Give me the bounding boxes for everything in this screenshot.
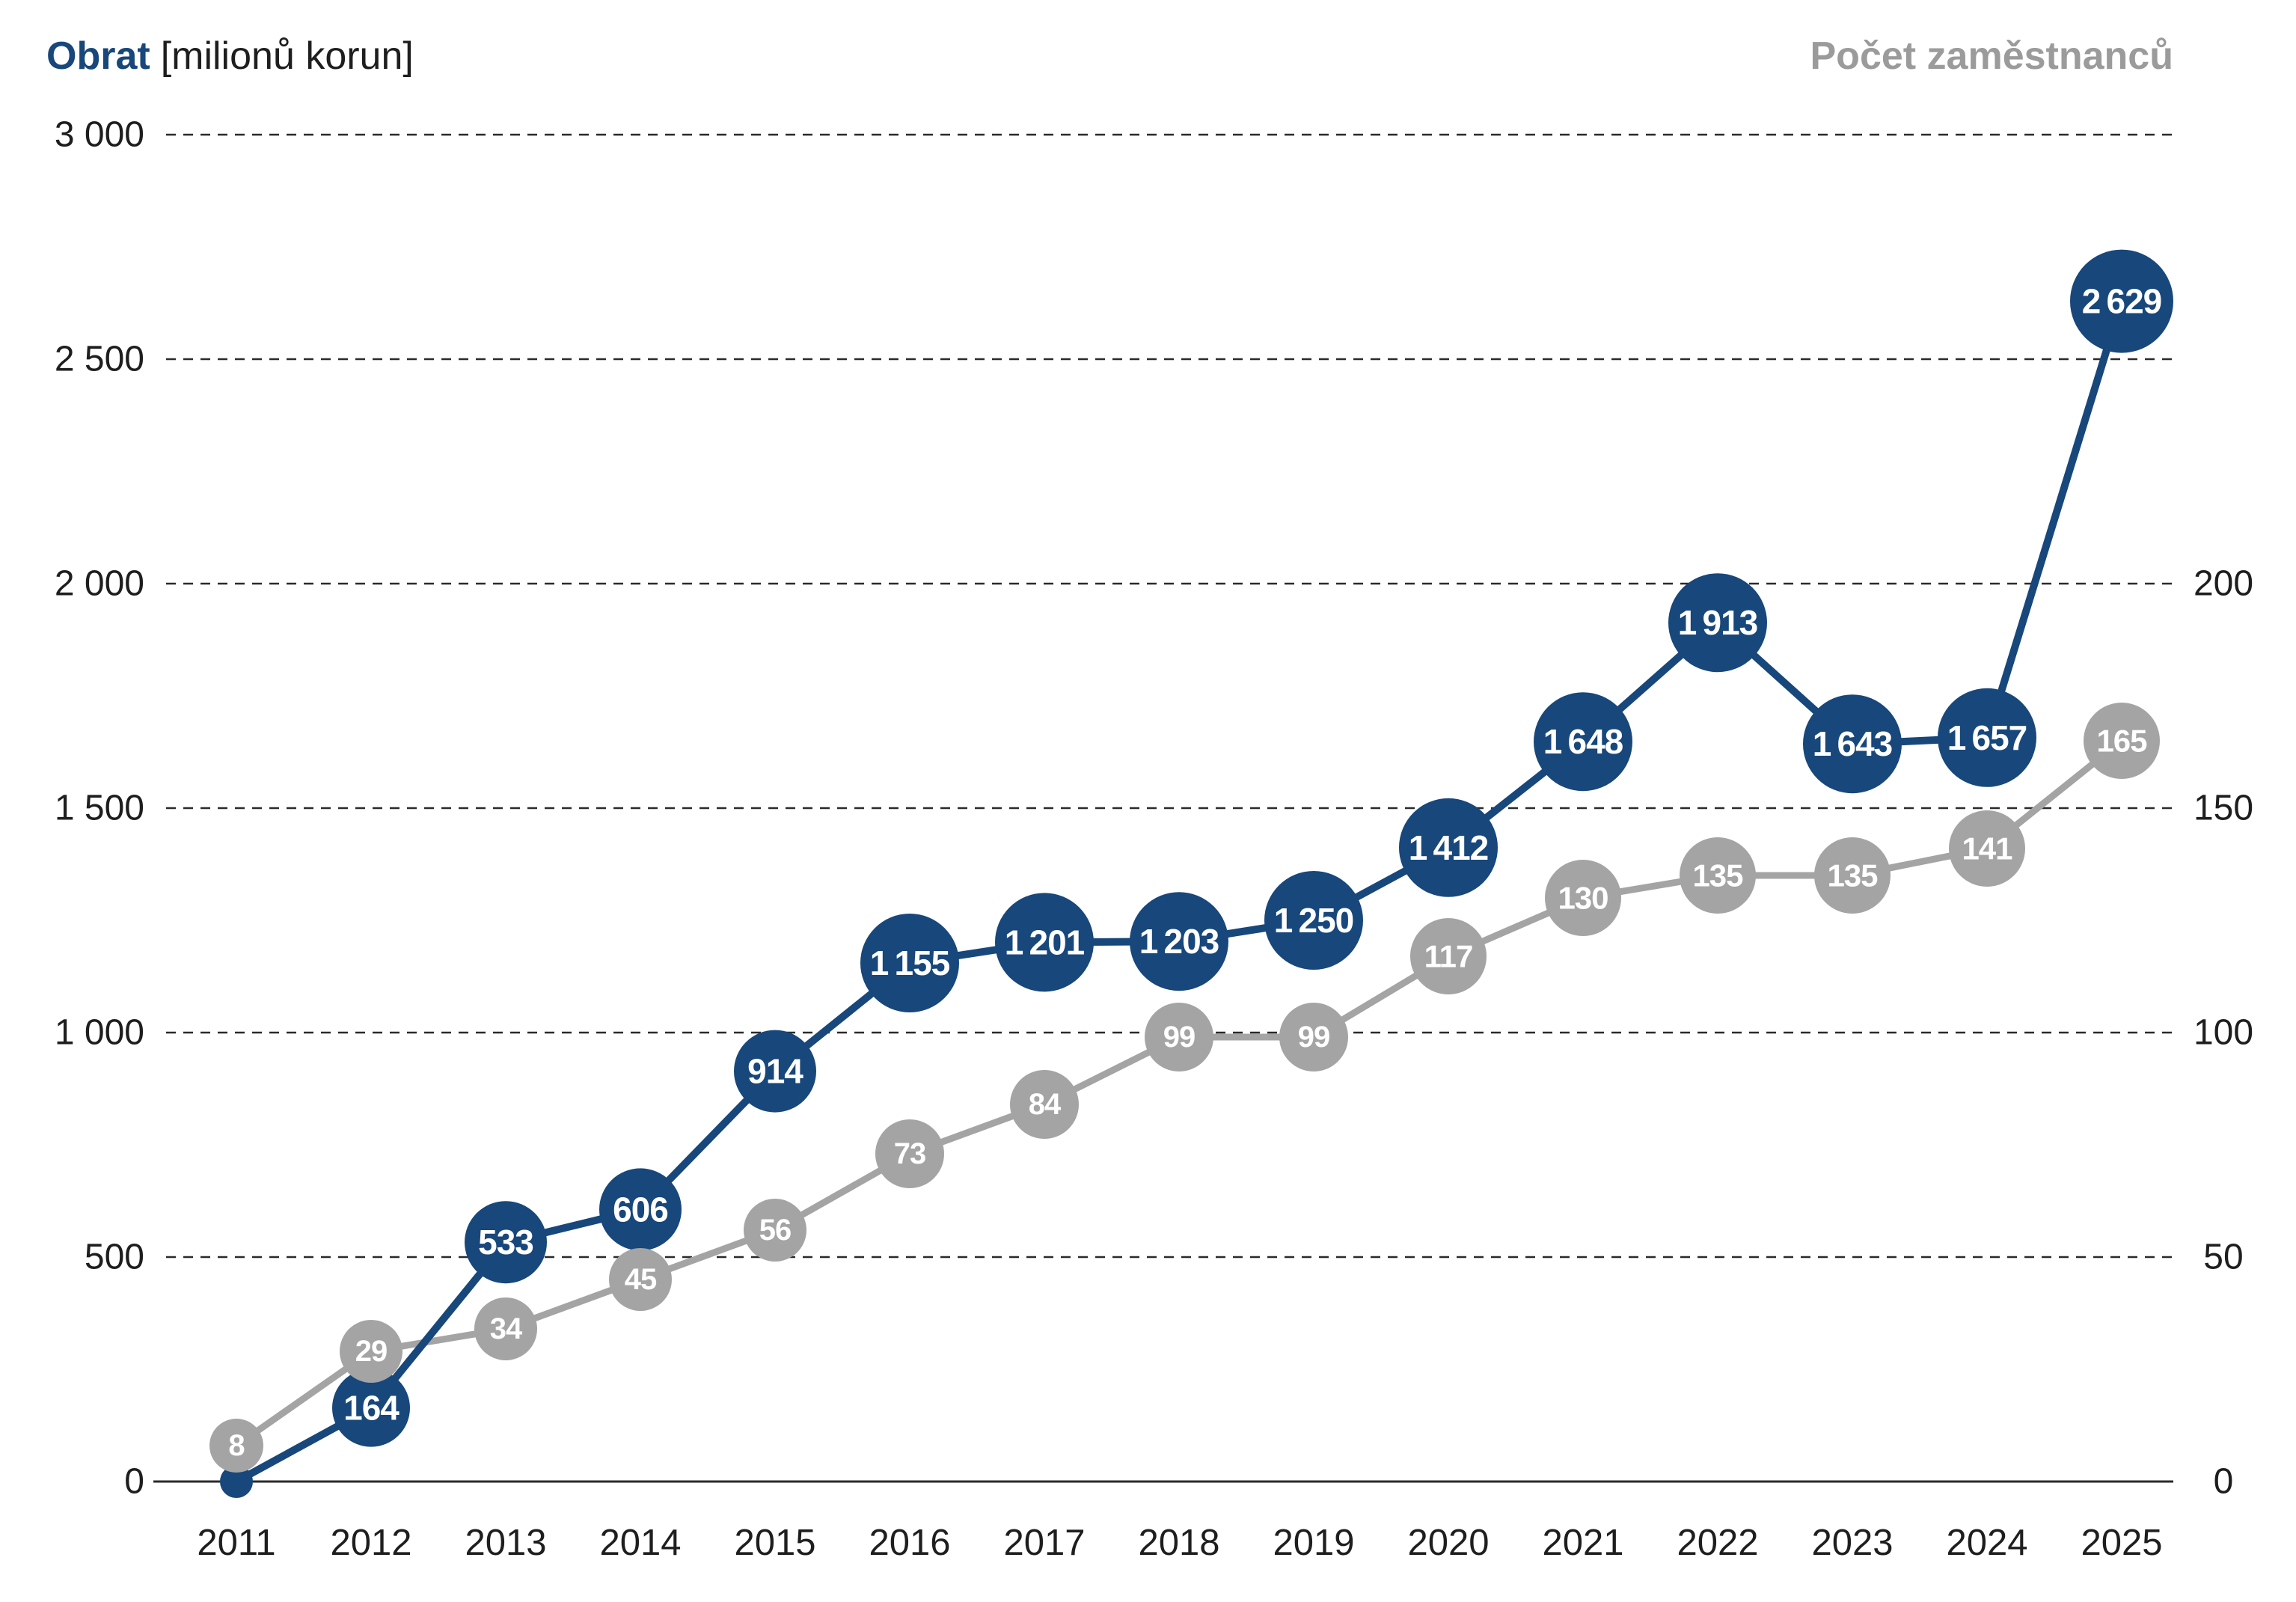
zamestnanci-value-label: 141 — [1962, 831, 2012, 866]
obrat-point-2014 — [599, 1168, 682, 1251]
obrat-point-2016 — [860, 914, 959, 1012]
obrat-value-label: 164 — [343, 1389, 399, 1428]
x-axis-year-label: 2018 — [1138, 1523, 1219, 1563]
obrat-point-2020 — [1399, 798, 1498, 897]
zamestnanci-point-2016 — [875, 1119, 944, 1188]
zamestnanci-point-2019 — [1279, 1003, 1348, 1071]
x-axis-year-label: 2023 — [1811, 1523, 1893, 1563]
x-axis-year-label: 2019 — [1273, 1523, 1354, 1563]
left-axis-title-unit: [milionů korun] — [161, 34, 414, 78]
obrat-value-label: 606 — [613, 1190, 668, 1229]
x-axis-year-label: 2015 — [734, 1523, 815, 1563]
obrat-value-label: 1 913 — [1678, 603, 1758, 642]
obrat-value-label: 1 203 — [1139, 922, 1219, 961]
obrat-value-label: 1 155 — [870, 944, 950, 982]
right-axis-title: Počet zaměstnanců — [1810, 34, 2174, 78]
zamestnanci-point-2025 — [2084, 703, 2160, 779]
obrat-point-2017 — [995, 893, 1094, 992]
left-axis-tick-label: 2 000 — [55, 564, 144, 604]
right-axis-tick-label: 200 — [2194, 564, 2253, 604]
obrat-value-label: 1 412 — [1409, 828, 1489, 867]
zamestnanci-point-2021 — [1545, 860, 1621, 936]
zamestnanci-point-2015 — [744, 1199, 806, 1262]
obrat-value-label: 1 648 — [1543, 722, 1623, 761]
obrat-point-2012 — [332, 1369, 410, 1447]
obrat-value-label: 1 657 — [1947, 718, 2027, 757]
obrat-value-label: 533 — [478, 1223, 533, 1262]
obrat-value-label: 2 629 — [2082, 282, 2162, 321]
left-axis-title-word: Obrat — [46, 34, 150, 78]
obrat-point-2013 — [465, 1201, 547, 1284]
zamestnanci-value-label: 73 — [894, 1137, 926, 1170]
obrat-value-label: 1 201 — [1005, 923, 1085, 961]
zamestnanci-point-2017 — [1010, 1070, 1079, 1139]
zamestnanci-value-label: 99 — [1163, 1021, 1196, 1054]
zamestnanci-point-2023 — [1814, 837, 1891, 914]
zamestnanci-point-2022 — [1680, 837, 1756, 914]
obrat-point-2011 — [220, 1465, 253, 1498]
x-axis-year-label: 2021 — [1542, 1523, 1623, 1563]
obrat-value-label: 1 643 — [1813, 724, 1893, 763]
x-axis-year-label: 2017 — [1003, 1523, 1085, 1563]
obrat-point-2022 — [1668, 573, 1767, 673]
zamestnanci-value-label: 45 — [625, 1263, 657, 1296]
zamestnanci-value-label: 84 — [1029, 1088, 1062, 1121]
zamestnanci-value-label: 135 — [1827, 858, 1878, 893]
zamestnanci-value-label: 117 — [1424, 939, 1473, 974]
obrat-point-2024 — [1938, 688, 2036, 787]
right-axis-tick-label: 100 — [2194, 1013, 2253, 1053]
zamestnanci-value-label: 130 — [1558, 881, 1608, 916]
zamestnanci-value-label: 56 — [759, 1214, 792, 1247]
x-axis-year-label: 2014 — [599, 1523, 681, 1563]
zamestnanci-point-2012 — [340, 1320, 402, 1383]
left-axis-tick-label: 0 — [124, 1462, 144, 1502]
right-axis-tick-label: 0 — [2214, 1462, 2234, 1502]
left-axis-title: Obrat [milionů korun] — [46, 34, 414, 78]
right-axis-tick-label: 50 — [2203, 1238, 2243, 1277]
x-axis-year-label: 2022 — [1677, 1523, 1758, 1563]
zamestnanci-point-2024 — [1949, 810, 2025, 887]
obrat-value-label: 1 250 — [1274, 901, 1354, 940]
x-axis-year-label: 2025 — [2081, 1523, 2162, 1563]
axis-labels-layer: 0 500 1 000 1 500 2 000 2 500 3 000 0 50 100 150 20… — [55, 115, 2253, 1564]
zamestnanci-value-label: 99 — [1298, 1021, 1330, 1054]
x-axis-year-label: 2020 — [1407, 1523, 1489, 1563]
x-axis-year-label: 2016 — [869, 1523, 950, 1563]
left-axis-tick-label: 500 — [85, 1238, 144, 1277]
obrat-value-label: 914 — [747, 1052, 803, 1091]
series-layer: 164 533 606 914 1 155 1 201 1 203 1 250 1 412 1 6… — [209, 249, 2173, 1498]
obrat-point-2023 — [1803, 694, 1902, 794]
x-axis-year-label: 2013 — [465, 1523, 546, 1563]
obrat-point-2025 — [2070, 249, 2173, 353]
left-axis-tick-label: 2 500 — [55, 340, 144, 379]
obrat-point-2015 — [734, 1030, 816, 1113]
x-axis-year-label: 2024 — [1946, 1523, 2027, 1563]
zamestnanci-point-2020 — [1410, 918, 1487, 994]
zamestnanci-value-label: 8 — [228, 1429, 245, 1462]
zamestnanci-value-label: 165 — [2096, 724, 2147, 759]
zamestnanci-value-label: 135 — [1692, 858, 1743, 893]
zamestnanci-point-2014 — [609, 1248, 672, 1311]
left-axis-tick-label: 3 000 — [55, 115, 144, 155]
zamestnanci-point-2018 — [1145, 1003, 1213, 1071]
x-axis-year-label: 2012 — [330, 1523, 411, 1563]
obrat-point-2018 — [1130, 892, 1228, 991]
obrat-point-2021 — [1534, 692, 1632, 792]
left-axis-tick-label: 1 500 — [55, 789, 144, 828]
zamestnanci-point-2013 — [474, 1297, 537, 1360]
zamestnanci-value-label: 34 — [490, 1312, 523, 1345]
gridlines-layer — [153, 133, 2173, 1483]
obrat-point-2019 — [1264, 871, 1363, 970]
right-axis-tick-label: 150 — [2194, 789, 2253, 828]
x-axis-year-label: 2011 — [197, 1523, 275, 1563]
left-axis-tick-label: 1 000 — [55, 1013, 144, 1053]
zamestnanci-value-label: 29 — [355, 1335, 388, 1368]
zamestnanci-point-2011 — [209, 1419, 263, 1473]
